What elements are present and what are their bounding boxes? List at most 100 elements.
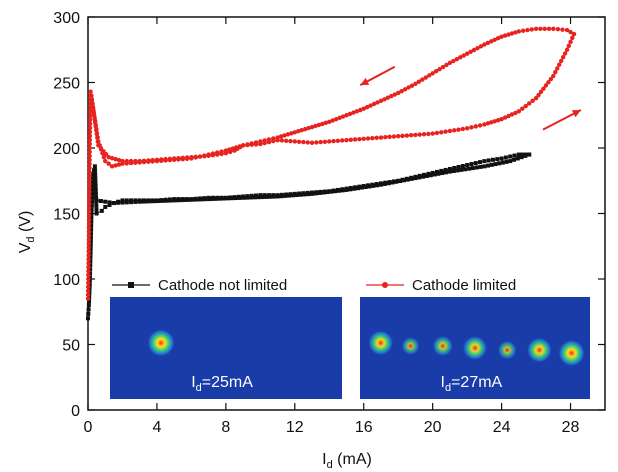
data-point	[564, 27, 570, 33]
data-point	[292, 130, 297, 135]
data-point	[553, 70, 558, 75]
data-point	[485, 121, 491, 126]
data-point	[87, 197, 92, 203]
data-point	[103, 199, 108, 204]
data-point	[493, 162, 498, 167]
data-point	[492, 37, 497, 42]
data-point	[248, 195, 253, 200]
data-point	[124, 158, 129, 164]
y-tick-label: 100	[53, 272, 80, 289]
data-point	[331, 138, 336, 144]
data-point	[87, 117, 93, 123]
data-point	[91, 108, 96, 114]
data-point	[256, 195, 261, 200]
data-point	[568, 29, 573, 35]
legend-marker	[382, 282, 388, 288]
data-point	[86, 276, 91, 282]
data-point	[93, 168, 98, 173]
data-point	[542, 26, 547, 31]
data-point	[89, 207, 94, 212]
y-tick-label: 250	[53, 76, 80, 93]
data-point	[93, 191, 98, 196]
data-point	[285, 132, 291, 137]
data-point	[309, 124, 315, 130]
data-point	[85, 284, 91, 290]
data-point	[98, 199, 103, 204]
data-point	[555, 66, 560, 71]
data-point	[443, 129, 448, 134]
data-point	[94, 198, 99, 203]
data-point	[456, 127, 461, 132]
x-tick-label: 8	[221, 419, 230, 436]
data-point	[310, 191, 315, 196]
data-point	[86, 217, 92, 222]
data-point	[378, 135, 384, 140]
data-point	[206, 197, 211, 202]
data-point	[490, 157, 495, 162]
legend-marker	[128, 282, 134, 288]
data-point	[210, 196, 215, 201]
data-point	[340, 188, 345, 193]
data-point	[128, 158, 134, 164]
data-point	[88, 239, 93, 244]
data-point	[361, 136, 366, 142]
plasma-spot	[558, 339, 586, 367]
data-point	[399, 88, 404, 94]
data-point	[86, 209, 92, 214]
data-point	[299, 127, 304, 133]
data-point	[335, 138, 341, 143]
data-point	[322, 139, 328, 144]
data-point	[306, 192, 311, 197]
data-point	[394, 179, 399, 184]
data-point	[264, 194, 269, 199]
data-point	[202, 153, 207, 159]
y-tick-label: 150	[53, 207, 80, 224]
data-point	[278, 134, 284, 139]
data-point	[486, 163, 491, 168]
data-point	[465, 163, 470, 168]
data-point	[426, 171, 431, 176]
data-point	[460, 164, 465, 169]
data-point	[275, 194, 280, 199]
data-point	[557, 62, 562, 67]
y-tick-label: 300	[53, 10, 80, 27]
data-point	[538, 89, 544, 95]
data-point	[473, 124, 478, 129]
data-point	[468, 49, 473, 55]
data-point	[88, 242, 93, 247]
data-point	[245, 142, 250, 148]
data-point	[439, 168, 444, 173]
data-point	[447, 166, 452, 171]
data-point	[436, 171, 441, 176]
data-point	[333, 189, 338, 194]
data-point	[452, 165, 457, 170]
data-point	[391, 134, 397, 139]
data-point	[120, 200, 125, 205]
data-point	[262, 140, 267, 146]
data-point	[389, 93, 394, 99]
data-point	[94, 207, 99, 212]
data-point	[107, 200, 112, 205]
data-point	[88, 263, 93, 268]
data-point	[86, 205, 92, 211]
data-point	[260, 195, 265, 200]
data-point	[93, 183, 98, 188]
data-point	[357, 136, 362, 142]
data-point	[92, 164, 97, 169]
data-point	[443, 167, 448, 172]
data-point	[87, 299, 92, 304]
data-point	[499, 34, 504, 39]
data-point	[404, 133, 410, 138]
data-point	[413, 81, 418, 87]
data-point	[95, 139, 101, 144]
data-point	[109, 155, 115, 161]
data-point	[90, 191, 95, 196]
data-point	[309, 140, 315, 145]
data-point	[564, 47, 570, 52]
data-point	[175, 198, 180, 203]
data-point	[163, 156, 168, 162]
data-point	[512, 153, 517, 158]
data-point	[215, 152, 220, 157]
data-point	[279, 138, 285, 143]
data-point	[515, 156, 520, 161]
